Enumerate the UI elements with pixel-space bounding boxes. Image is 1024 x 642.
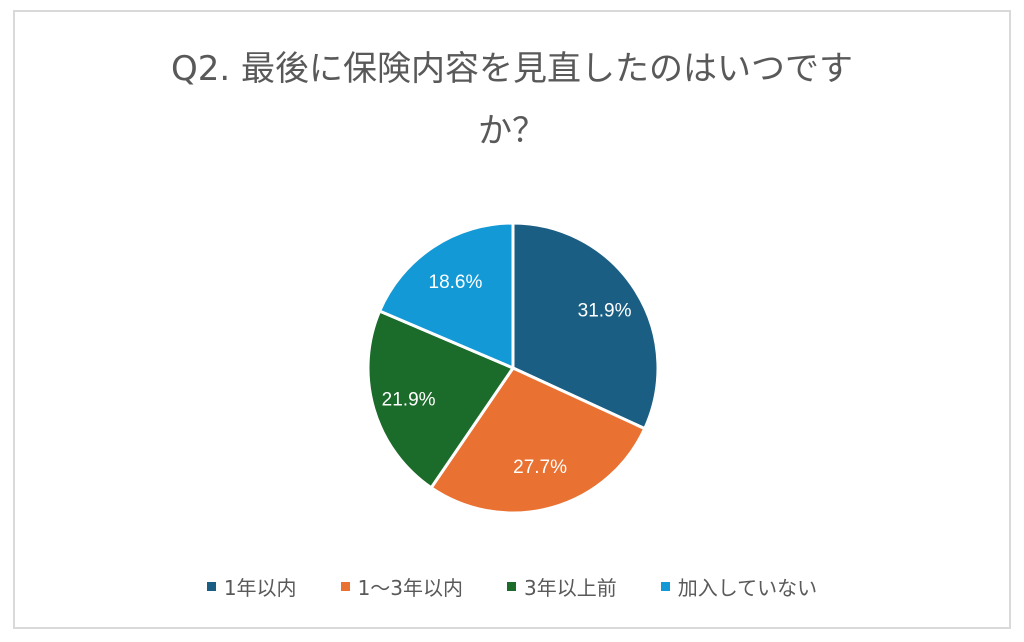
slice-within-1-year — [511, 221, 660, 431]
data-label: 31.9% — [578, 300, 632, 321]
legend-label: 加入していない — [677, 576, 818, 600]
data-label: 21.9% — [382, 389, 436, 410]
legend-item-1-to-3-years: 1～3年以内 — [340, 572, 464, 601]
legend-label: 1年以内 — [223, 576, 297, 600]
chart-title-line-2: か？ — [478, 111, 546, 151]
data-label: 27.7% — [513, 457, 567, 478]
legend-label: 3年以上前 — [524, 576, 617, 600]
legend-swatch — [660, 582, 670, 591]
legend-swatch — [340, 582, 350, 591]
data-label: 18.6% — [429, 272, 483, 293]
chart-title-line-1: Q2. 最後に保険内容を見直したのはいつです — [170, 49, 853, 89]
chart-title: Q2. 最後に保険内容を見直したのはいつです か？ — [0, 38, 1024, 162]
slice-not-enrolled — [377, 221, 515, 371]
legend-item-over-3-years: 3年以上前 — [507, 572, 617, 601]
chart-legend: 1年以内 1～3年以内 3年以上前 加入していない — [0, 572, 1024, 601]
legend-item-not-enrolled: 加入していない — [660, 572, 818, 601]
legend-item-within-1-year: 1年以内 — [206, 572, 297, 601]
slice-over-3-years — [366, 309, 516, 490]
legend-swatch — [507, 582, 517, 591]
legend-label: 1～3年以内 — [357, 576, 464, 600]
legend-swatch — [206, 582, 216, 591]
slice-1-to-3-years — [429, 366, 647, 515]
